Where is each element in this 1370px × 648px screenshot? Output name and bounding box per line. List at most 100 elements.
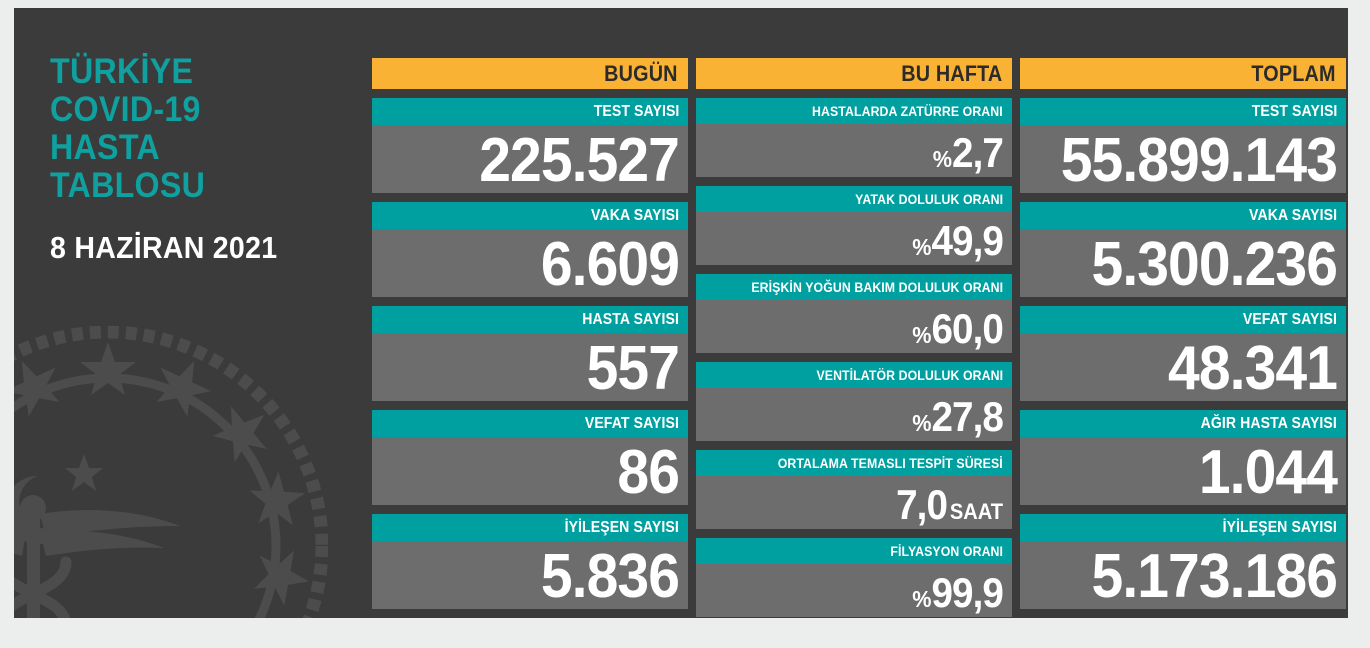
report-date: 8 HAZİRAN 2021 xyxy=(50,230,278,265)
metric-value-number: 60,0 xyxy=(931,305,1003,352)
metric-label: VAKA SAYISI xyxy=(372,202,688,229)
metric-label: VENTİLATÖR DOLULUK ORANI xyxy=(696,362,1012,388)
metric-value: %2,7 xyxy=(696,124,1012,177)
metric-row: FİLYASYON ORANI %99,9 xyxy=(696,538,1012,617)
metric-value-number: 5.173.186 xyxy=(1091,542,1338,609)
metric-value: 6.609 xyxy=(372,229,688,297)
metric-value-prefix: % xyxy=(912,322,932,348)
metric-label: İYİLEŞEN SAYISI xyxy=(1020,514,1346,541)
metric-value-number: 7,0 xyxy=(896,481,948,528)
metric-label-text: ERİŞKİN YOĞUN BAKIM DOLULUK ORANI xyxy=(751,279,1003,295)
page-title-line-4: TABLOSU xyxy=(50,166,206,205)
metric-row: VAKA SAYISI 5.300.236 xyxy=(1020,202,1346,297)
metric-label-text: HASTALARDA ZATÜRRE ORANI xyxy=(812,103,1003,119)
metric-label: İYİLEŞEN SAYISI xyxy=(372,514,688,541)
metric-value-prefix: % xyxy=(912,234,932,260)
metric-value-text: 5.300.236 xyxy=(1045,229,1338,297)
metric-value: %60,0 xyxy=(696,300,1012,353)
page-title-line-2: COVID-19 xyxy=(50,90,201,129)
metric-label: FİLYASYON ORANI xyxy=(696,538,1012,564)
metric-row: VENTİLATÖR DOLULUK ORANI %27,8 xyxy=(696,362,1012,441)
metric-label: TEST SAYISI xyxy=(372,98,688,125)
metric-row: ORTALAMA TEMASLI TESPİT SÜRESİ 7,0 SAAT xyxy=(696,450,1012,529)
metric-value: 86 xyxy=(372,437,688,505)
metric-row: HASTA SAYISI 557 xyxy=(372,306,688,401)
metric-label-text: İYİLEŞEN SAYISI xyxy=(1222,519,1337,536)
metric-value-prefix: % xyxy=(932,146,953,172)
metric-value-number: 99,9 xyxy=(931,569,1003,616)
metric-value-number: 49,9 xyxy=(931,217,1003,264)
page-title-line-3: HASTA xyxy=(50,128,160,167)
metric-value-number: 55.899.143 xyxy=(1060,126,1338,193)
metric-value-text: %27,8 xyxy=(721,388,1004,441)
metric-value-text: 55.899.143 xyxy=(1045,125,1338,193)
column-week-rows: HASTALARDA ZATÜRRE ORANI %2,7 YATAK DOLULU… xyxy=(696,98,1012,617)
metric-label-text: VAKA SAYISI xyxy=(590,207,679,224)
metric-row: YATAK DOLULUK ORANI %49,9 xyxy=(696,186,1012,265)
metric-value-number: 557 xyxy=(586,334,680,401)
metric-value-text: %99,9 xyxy=(721,564,1004,617)
metric-value-number: 5.300.236 xyxy=(1091,230,1338,297)
metric-label: AĞIR HASTA SAYISI xyxy=(1020,410,1346,437)
column-header-today: BUGÜN xyxy=(372,58,688,89)
metric-label: HASTA SAYISI xyxy=(372,306,688,333)
metric-row: HASTALARDA ZATÜRRE ORANI %2,7 xyxy=(696,98,1012,177)
metric-value: 1.044 xyxy=(1020,437,1346,505)
metric-value: %49,9 xyxy=(696,212,1012,265)
metric-label-text: FİLYASYON ORANI xyxy=(890,543,1003,559)
metric-label: TEST SAYISI xyxy=(1020,98,1346,125)
metric-row: VAKA SAYISI 6.609 xyxy=(372,202,688,297)
metric-row: İYİLEŞEN SAYISI 5.173.186 xyxy=(1020,514,1346,609)
metric-label: VAKA SAYISI xyxy=(1020,202,1346,229)
metric-value: 48.341 xyxy=(1020,333,1346,401)
ministry-of-health-logo-watermark xyxy=(14,326,328,618)
dashboard-panel: TÜRKİYE COVID-19 HASTA TABLOSU 8 HAZİRAN… xyxy=(14,8,1348,618)
metric-value-number: 225.527 xyxy=(479,126,680,193)
metric-label-text: TEST SAYISI xyxy=(1251,103,1337,120)
metric-label: ERİŞKİN YOĞUN BAKIM DOLULUK ORANI xyxy=(696,274,1012,300)
metric-value-number: 27,8 xyxy=(931,393,1003,440)
metric-value: 225.527 xyxy=(372,125,688,193)
metric-row: İYİLEŞEN SAYISI 5.836 xyxy=(372,514,688,609)
metric-value-text: %49,9 xyxy=(721,212,1004,265)
metric-value-number: 48.341 xyxy=(1168,334,1338,401)
metric-value-number: 86 xyxy=(617,438,680,505)
column-total-rows: TEST SAYISI 55.899.143 VAKA SAYISI 5.300.23… xyxy=(1020,98,1346,609)
metric-label-text: VEFAT SAYISI xyxy=(584,415,679,432)
metric-row: VEFAT SAYISI 48.341 xyxy=(1020,306,1346,401)
metric-value-text: 86 xyxy=(397,437,680,505)
metric-value-number: 1.044 xyxy=(1198,438,1338,505)
column-header-week: BU HAFTA xyxy=(696,58,1012,89)
metric-value-text: 5.173.186 xyxy=(1045,541,1338,609)
metric-label-text: VEFAT SAYISI xyxy=(1242,311,1337,328)
metric-label-text: HASTA SAYISI xyxy=(582,311,679,328)
metric-row: TEST SAYISI 225.527 xyxy=(372,98,688,193)
metric-value-text: 557 xyxy=(397,333,680,401)
metric-value-text: 6.609 xyxy=(397,229,680,297)
column-today-rows: TEST SAYISI 225.527 VAKA SAYISI 6.609 HASTA … xyxy=(372,98,688,609)
metric-value-number: 5.836 xyxy=(540,542,680,609)
metric-label-text: TEST SAYISI xyxy=(593,103,679,120)
metric-value: 557 xyxy=(372,333,688,401)
metric-value: %27,8 xyxy=(696,388,1012,441)
metric-value-number: 2,7 xyxy=(952,129,1004,176)
metric-label-text: VENTİLATÖR DOLULUK ORANI xyxy=(816,367,1003,383)
metric-label-text: AĞIR HASTA SAYISI xyxy=(1200,415,1337,432)
metric-row: TEST SAYISI 55.899.143 xyxy=(1020,98,1346,193)
metric-label: YATAK DOLULUK ORANI xyxy=(696,186,1012,212)
metric-value: %99,9 xyxy=(696,564,1012,617)
page-title-block: TÜRKİYE COVID-19 HASTA TABLOSU 8 HAZİRAN… xyxy=(50,53,360,265)
column-total: TOPLAM TEST SAYISI 55.899.143 VAKA SAYISI 5… xyxy=(1020,58,1346,618)
metric-row: VEFAT SAYISI 86 xyxy=(372,410,688,505)
metric-value: 5.173.186 xyxy=(1020,541,1346,609)
metric-label-text: VAKA SAYISI xyxy=(1248,207,1337,224)
column-header-total: TOPLAM xyxy=(1020,58,1346,89)
metric-value-unit: SAAT xyxy=(949,499,1003,524)
column-header-total-label: TOPLAM xyxy=(1251,61,1336,86)
metric-value-prefix: % xyxy=(912,586,932,612)
metric-value-number: 6.609 xyxy=(540,230,680,297)
page-title-line-1: TÜRKİYE xyxy=(50,52,194,91)
column-week: BU HAFTA HASTALARDA ZATÜRRE ORANI %2,7 YAT… xyxy=(696,58,1012,618)
metric-row: AĞIR HASTA SAYISI 1.044 xyxy=(1020,410,1346,505)
